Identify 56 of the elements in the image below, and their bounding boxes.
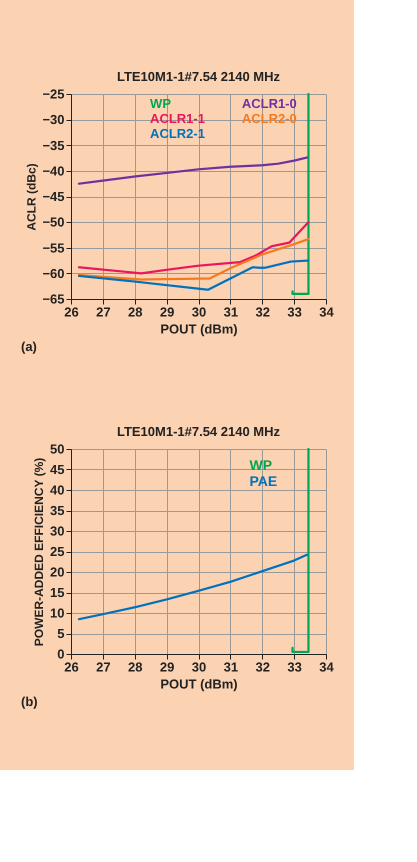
line-series — [78, 156, 308, 185]
y-axis-title: POWER-ADDED EFFICIENCY (%) — [32, 458, 46, 646]
y-tick-label: 50 — [50, 442, 64, 456]
y-tick-label: 20 — [50, 564, 64, 580]
x-tick-label: 32 — [256, 304, 270, 320]
x-tick-label: 27 — [96, 304, 111, 320]
text: ACLR1-1 — [150, 111, 205, 126]
y-tick-label: −30 — [42, 112, 64, 128]
x-tick-label: 30 — [192, 304, 206, 320]
text: PAE — [250, 473, 278, 489]
x-tick-label: 33 — [287, 660, 302, 674]
text: WP — [250, 457, 272, 473]
x-tick-label: 27 — [96, 660, 111, 674]
y-tick-label: 25 — [50, 544, 64, 559]
text: (b) — [21, 694, 38, 709]
y-tick-label: −60 — [42, 266, 64, 281]
y-tick-label: 15 — [50, 585, 64, 600]
x-tick-label: 28 — [128, 304, 142, 320]
x-tick-label: 34 — [319, 304, 334, 320]
x-tick-label: 31 — [224, 304, 238, 320]
text: (a) — [21, 339, 37, 354]
x-tick-label: 29 — [160, 304, 174, 320]
x-axis-title: POUT (dBm) — [160, 322, 238, 336]
y-tick-label: 40 — [50, 482, 64, 498]
line-series — [78, 554, 308, 620]
chart-title: LTE10M1-1#7.54 2140 MHz — [116, 69, 281, 84]
y-tick-label: −45 — [42, 189, 64, 204]
y-tick-label: −40 — [42, 163, 64, 178]
x-tick-label: 31 — [224, 660, 238, 674]
x-tick-label: 33 — [287, 304, 302, 320]
text: WP — [150, 96, 172, 111]
x-tick-label: 28 — [128, 660, 142, 674]
y-tick-label: 35 — [50, 503, 64, 518]
x-tick-label: 34 — [319, 660, 334, 674]
y-tick-label: −65 — [42, 292, 64, 306]
y-axis-title: ACLR (dBc) — [24, 163, 38, 231]
y-tick-label: 10 — [50, 606, 64, 620]
y-tick-label: 45 — [50, 462, 64, 477]
x-tick-label: 32 — [256, 660, 270, 674]
x-tick-label: 29 — [160, 660, 174, 674]
chart-title: LTE10M1-1#7.54 2140 MHz — [116, 424, 281, 439]
y-tick-label: −25 — [42, 86, 64, 102]
line-series — [78, 238, 310, 281]
text: ACLR2-1 — [150, 126, 205, 141]
x-tick-label: 30 — [192, 660, 206, 674]
line-series — [78, 221, 310, 274]
y-tick-label: −50 — [42, 214, 64, 230]
y-tick-label: −55 — [42, 240, 64, 256]
x-tick-label: 26 — [64, 304, 79, 320]
y-tick-label: −35 — [42, 138, 64, 153]
y-tick-label: 5 — [57, 626, 64, 641]
y-tick-label: 0 — [57, 646, 64, 662]
x-tick-label: 26 — [64, 660, 79, 674]
x-axis-title: POUT (dBm) — [160, 676, 238, 692]
y-tick-label: 30 — [50, 524, 64, 538]
line-series — [78, 259, 310, 291]
